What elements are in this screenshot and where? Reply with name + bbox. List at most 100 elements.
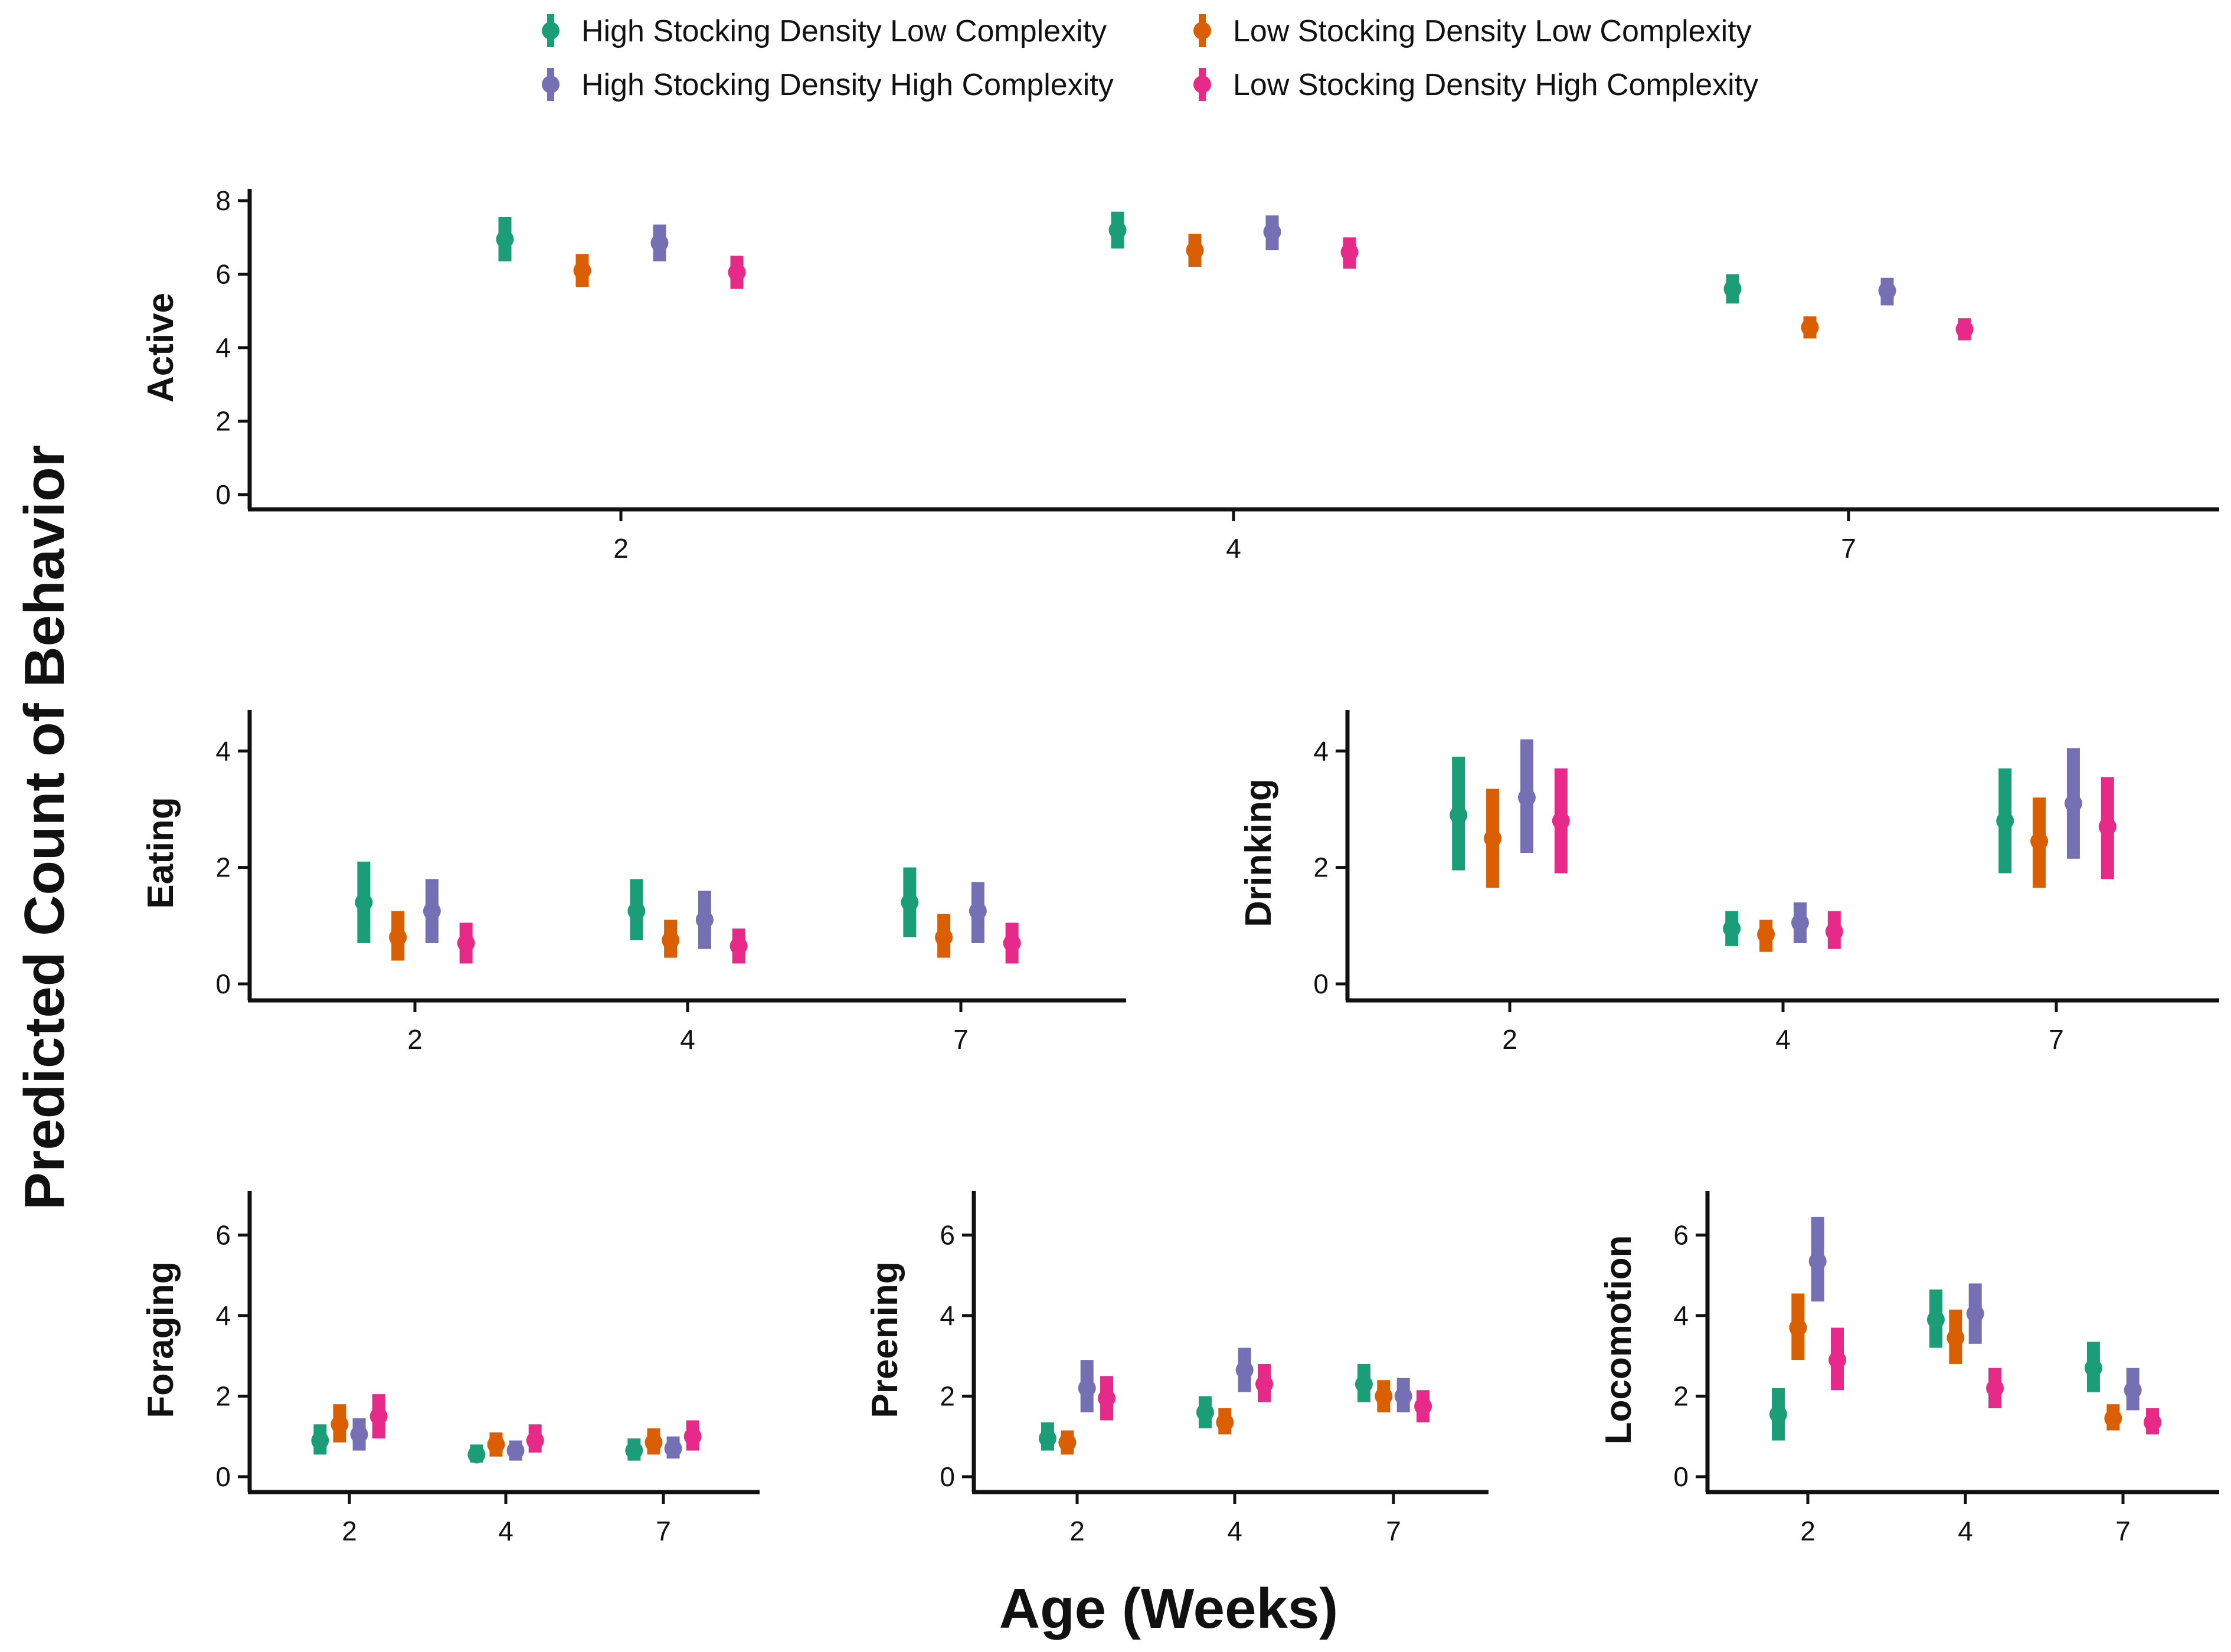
legend-key-point: [1193, 22, 1211, 40]
x-tick-label: 2: [1502, 1024, 1517, 1055]
point-preening-high-stocking-density-high-complexity-wk4: [1235, 1361, 1254, 1379]
x-tick-label: 4: [680, 1024, 695, 1055]
point-eating-low-stocking-density-low-complexity-wk7: [935, 928, 953, 947]
point-foraging-high-stocking-density-low-complexity-wk2: [311, 1431, 329, 1450]
point-eating-low-stocking-density-high-complexity-wk7: [1003, 934, 1021, 952]
y-axis-label: Predicted Count of Behavior: [13, 445, 76, 1210]
point-active-high-stocking-density-low-complexity-wk7: [1723, 280, 1742, 298]
point-foraging-low-stocking-density-high-complexity-wk7: [683, 1427, 702, 1445]
y-tick-label: 8: [215, 185, 231, 216]
panels: 0 2 4 6 8 2 4 7 Active 0 2 4 2 4 7 Eating 0 2 4 2 4 7 Drinking…: [140, 185, 2219, 1546]
point-foraging-low-stocking-density-low-complexity-wk4: [487, 1435, 505, 1454]
legend-label: Low Stocking Density Low Complexity: [1233, 14, 1752, 48]
y-tick-label: 0: [215, 1461, 231, 1492]
legend-key-point: [542, 22, 560, 40]
point-eating-low-stocking-density-low-complexity-wk4: [662, 931, 680, 949]
panel-drinking: 0 2 4 2 4 7 Drinking: [1238, 710, 2219, 1055]
point-drinking-high-stocking-density-high-complexity-wk7: [2064, 794, 2082, 813]
point-drinking-low-stocking-density-low-complexity-wk7: [2030, 832, 2049, 850]
x-tick-label: 7: [1841, 533, 1856, 564]
point-drinking-high-stocking-density-low-complexity-wk4: [1723, 920, 1741, 938]
point-drinking-low-stocking-density-high-complexity-wk2: [1552, 812, 1570, 830]
x-tick-label: 7: [656, 1516, 671, 1546]
point-locomotion-low-stocking-density-low-complexity-wk2: [1789, 1319, 1807, 1337]
legend: High Stocking Density Low Complexity Low …: [542, 14, 1758, 102]
point-foraging-low-stocking-density-high-complexity-wk4: [526, 1431, 544, 1450]
y-tick-label: 0: [215, 969, 231, 999]
panel-label-eating: Eating: [140, 797, 181, 908]
panel-label-drinking: Drinking: [1238, 778, 1279, 927]
point-locomotion-high-stocking-density-low-complexity-wk4: [1926, 1310, 1945, 1329]
y-tick-label: 4: [940, 1300, 955, 1331]
y-tick-label: 4: [215, 332, 231, 363]
panel-active: 0 2 4 6 8 2 4 7 Active: [140, 185, 2219, 564]
y-tick-label: 4: [215, 735, 231, 766]
x-tick-label: 4: [1775, 1024, 1791, 1055]
point-active-low-stocking-density-low-complexity-wk4: [1186, 241, 1204, 260]
point-active-high-stocking-density-high-complexity-wk7: [1878, 282, 1896, 300]
point-foraging-low-stocking-density-low-complexity-wk7: [645, 1434, 663, 1451]
legend-key-point: [1193, 76, 1211, 93]
panel-label-preening: Preening: [865, 1261, 905, 1418]
point-drinking-low-stocking-density-low-complexity-wk4: [1757, 925, 1775, 944]
point-preening-high-stocking-density-high-complexity-wk7: [1394, 1387, 1412, 1405]
y-tick-label: 2: [215, 1381, 231, 1412]
point-locomotion-high-stocking-density-high-complexity-wk7: [2124, 1381, 2142, 1399]
point-active-high-stocking-density-high-complexity-wk2: [650, 234, 669, 252]
point-locomotion-high-stocking-density-low-complexity-wk2: [1769, 1405, 1787, 1424]
point-eating-low-stocking-density-high-complexity-wk2: [457, 934, 475, 952]
point-drinking-low-stocking-density-low-complexity-wk2: [1484, 829, 1502, 848]
legend-item-low-stocking-density-low-complexity: Low Stocking Density Low Complexity: [1193, 14, 1752, 48]
point-foraging-high-stocking-density-low-complexity-wk4: [467, 1445, 486, 1464]
legend-label: High Stocking Density Low Complexity: [581, 14, 1107, 48]
point-drinking-low-stocking-density-high-complexity-wk7: [2098, 817, 2116, 836]
y-tick-label: 0: [940, 1461, 955, 1492]
point-preening-high-stocking-density-low-complexity-wk7: [1355, 1375, 1373, 1393]
x-tick-label: 4: [1227, 1516, 1242, 1546]
point-active-high-stocking-density-low-complexity-wk2: [496, 230, 514, 248]
point-active-high-stocking-density-high-complexity-wk4: [1263, 223, 1281, 241]
x-tick-label: 2: [407, 1024, 423, 1055]
point-eating-high-stocking-density-high-complexity-wk2: [423, 902, 441, 920]
panel-eating: 0 2 4 2 4 7 Eating: [140, 710, 1126, 1055]
point-eating-low-stocking-density-high-complexity-wk4: [730, 937, 748, 955]
panel-preening: 0 2 4 6 2 4 7 Preening: [865, 1191, 1489, 1546]
y-tick-label: 2: [215, 406, 231, 437]
y-tick-label: 4: [215, 1300, 231, 1331]
y-tick-label: 0: [1313, 969, 1329, 999]
panel-label-active: Active: [140, 293, 181, 403]
point-preening-low-stocking-density-high-complexity-wk7: [1414, 1397, 1432, 1415]
panel-locomotion: 0 2 4 6 2 4 7 Locomotion: [1598, 1191, 2219, 1546]
point-locomotion-low-stocking-density-high-complexity-wk4: [1986, 1379, 2004, 1397]
point-preening-low-stocking-density-low-complexity-wk4: [1216, 1413, 1234, 1431]
point-preening-high-stocking-density-low-complexity-wk2: [1038, 1429, 1056, 1448]
point-active-low-stocking-density-high-complexity-wk2: [728, 263, 746, 282]
point-eating-high-stocking-density-high-complexity-wk7: [969, 902, 987, 920]
point-locomotion-low-stocking-density-low-complexity-wk4: [1947, 1329, 1965, 1347]
point-eating-low-stocking-density-low-complexity-wk2: [389, 928, 407, 947]
point-active-low-stocking-density-low-complexity-wk2: [573, 261, 591, 280]
x-tick-label: 7: [953, 1024, 969, 1055]
x-axis-label: Age (Weeks): [999, 1577, 1338, 1640]
x-tick-label: 2: [613, 533, 629, 564]
x-tick-label: 7: [2049, 1024, 2064, 1055]
y-tick-label: 0: [1673, 1461, 1689, 1492]
point-active-low-stocking-density-low-complexity-wk7: [1801, 318, 1819, 336]
x-tick-label: 7: [2115, 1516, 2131, 1546]
legend-item-low-stocking-density-high-complexity: Low Stocking Density High Complexity: [1193, 68, 1758, 102]
point-preening-low-stocking-density-low-complexity-wk7: [1375, 1387, 1393, 1405]
point-locomotion-low-stocking-density-high-complexity-wk7: [2144, 1413, 2162, 1431]
legend-item-high-stocking-density-high-complexity: High Stocking Density High Complexity: [542, 68, 1114, 102]
legend-item-high-stocking-density-low-complexity: High Stocking Density Low Complexity: [542, 14, 1107, 48]
y-tick-label: 2: [940, 1381, 955, 1412]
point-foraging-low-stocking-density-low-complexity-wk2: [331, 1415, 349, 1434]
legend-label: High Stocking Density High Complexity: [581, 68, 1114, 102]
y-tick-label: 2: [215, 852, 231, 883]
x-tick-label: 7: [1386, 1516, 1401, 1546]
y-tick-label: 2: [1673, 1381, 1689, 1412]
point-eating-high-stocking-density-high-complexity-wk4: [695, 911, 714, 929]
point-foraging-high-stocking-density-high-complexity-wk7: [664, 1440, 682, 1458]
x-tick-label: 2: [1069, 1516, 1085, 1546]
legend-label: Low Stocking Density High Complexity: [1233, 68, 1758, 102]
